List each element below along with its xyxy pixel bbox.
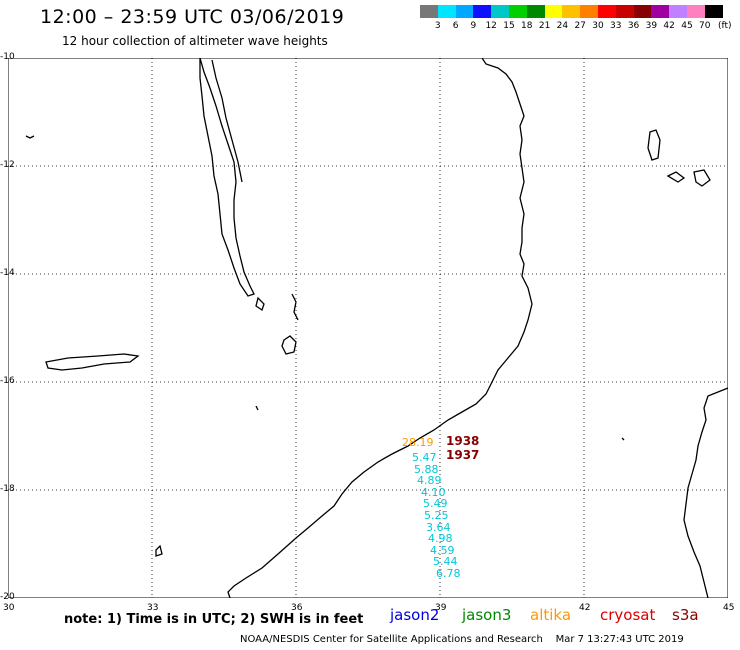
small-lake-west	[25, 135, 35, 139]
lat-label-14: -14	[0, 268, 15, 278]
lon-label-45: 45	[723, 603, 735, 613]
lake-shore-east	[211, 59, 243, 183]
scale-label: 18	[521, 21, 533, 31]
swh-value-label: 3.64	[426, 520, 451, 534]
map-canvas	[8, 58, 728, 598]
swh-value-label: 5.88	[414, 462, 439, 476]
lat-label-10: -10	[0, 52, 15, 62]
satellite-label-jason2: jason2	[390, 606, 440, 624]
lat-label-12: -12	[0, 160, 15, 170]
anjouan-island	[666, 171, 686, 183]
mainland-coastline	[227, 58, 533, 598]
lon-label-30: 30	[3, 603, 15, 613]
graticule	[8, 58, 728, 598]
scale-label: 6	[452, 21, 459, 31]
scale-label: 15	[503, 21, 515, 31]
swh-value-label: 5.25	[424, 509, 449, 522]
scale-swatch	[455, 5, 474, 18]
lat-label-18: -18	[0, 484, 15, 494]
footer-source: NOAA/NESDIS Center for Satellite Applica…	[240, 634, 543, 645]
footer-credit: NOAA/NESDIS Center for Satellite Applica…	[240, 634, 684, 645]
lake-malawi	[199, 58, 255, 297]
islet-inland	[255, 405, 259, 411]
page-subtitle: 12 hour collection of altimeter wave hei…	[62, 34, 328, 48]
scale-swatch	[473, 5, 492, 18]
swh-value-label: 4.10	[421, 485, 446, 499]
scale-swatch	[562, 5, 581, 18]
lon-label-39: 39	[435, 603, 447, 613]
lake-kariba	[45, 353, 140, 371]
madagascar-coastline	[683, 387, 728, 598]
scale-swatch	[686, 5, 705, 18]
footer-timestamp: Mar 7 13:27:43 UTC 2019	[555, 634, 684, 645]
wave-height-color-scale: 3 6 9 12 15 18 21 24 27 30 33 36 39 42 45 70 (ft)	[420, 5, 732, 31]
scale-swatch	[437, 5, 456, 18]
lake-malombe	[255, 296, 265, 312]
islet-channel	[621, 437, 625, 441]
scale-label: 30	[592, 21, 604, 31]
grande-comore-island	[647, 129, 661, 161]
scale-swatch	[597, 5, 616, 18]
scale-swatch	[420, 5, 438, 18]
scale-label-spacer	[420, 21, 429, 31]
scale-label: 21	[538, 21, 551, 31]
scale-label: 39	[645, 21, 658, 31]
scale-swatch	[580, 5, 598, 18]
scale-label: 70	[699, 21, 711, 31]
lat-label-16: -16	[0, 376, 15, 386]
mayotte-island	[693, 169, 711, 187]
swh-value-label: 6.78	[436, 567, 461, 580]
scale-label: 42	[663, 21, 675, 31]
satellite-label-jason3: jason3	[462, 606, 512, 624]
swh-value-label: 4.59	[430, 543, 455, 557]
page-title: 12:00 – 23:59 UTC 03/06/2019	[40, 6, 345, 28]
swh-value-label: 4.98	[428, 532, 453, 546]
scale-swatch	[526, 5, 545, 18]
swh-value-label: 5.44	[433, 555, 458, 569]
scale-label: 36	[627, 21, 640, 31]
altika-swh-value: 28.19	[402, 436, 434, 449]
scale-label: 9	[470, 21, 477, 31]
swh-value-label: 4.89	[417, 474, 442, 488]
scale-label: 3	[434, 21, 441, 31]
color-swatches	[420, 5, 723, 18]
swh-value-label: 5.49	[423, 497, 448, 511]
legend-note: note: 1) Time is in UTC; 2) SWH is in fe…	[64, 612, 364, 627]
s3a-time-label-1938: 1938	[446, 434, 480, 448]
scale-swatch	[651, 5, 670, 18]
s3a-time-label-1937: 1937	[446, 448, 480, 462]
scale-label: 24	[556, 21, 569, 31]
lon-label-42: 42	[579, 603, 591, 613]
coastlines	[25, 58, 728, 598]
map-frame	[8, 58, 728, 598]
scale-swatch	[615, 5, 634, 18]
scale-labels: 3 6 9 12 15 18 21 24 27 30 33 36 39 42 45 70	[420, 21, 723, 31]
scale-label: 27	[574, 21, 586, 31]
scale-swatch	[508, 5, 527, 18]
swh-value-label: 5.47	[412, 451, 437, 464]
shire-river	[291, 293, 299, 321]
lake-chilwa	[281, 335, 297, 355]
scale-label: 45	[681, 21, 693, 31]
scale-label: 12	[485, 21, 497, 31]
satellite-label-cryosat: cryosat	[600, 606, 656, 624]
scale-swatch	[491, 5, 509, 18]
scale-swatch	[544, 5, 563, 18]
scale-swatch	[704, 5, 723, 18]
scale-swatch	[633, 5, 652, 18]
lat-label-20: -20	[0, 592, 15, 602]
small-lake-south	[155, 544, 163, 557]
lon-label-36: 36	[291, 603, 303, 613]
satellite-label-altika: altika	[530, 606, 572, 624]
lon-label-33: 33	[147, 603, 159, 613]
satellite-label-s3a: s3a	[672, 606, 699, 624]
scale-unit: (ft)	[718, 21, 732, 31]
scale-swatch	[669, 5, 687, 18]
scale-label: 33	[610, 21, 622, 31]
